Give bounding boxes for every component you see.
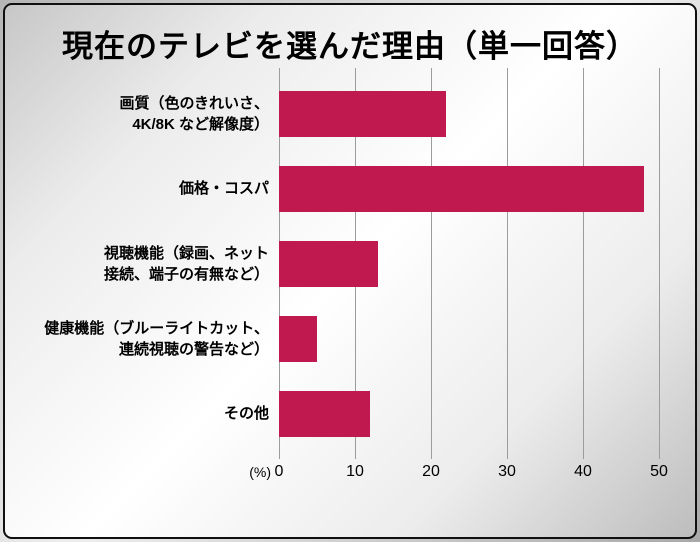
bar-1 (279, 165, 644, 212)
x-tick-label: 20 (422, 463, 440, 480)
chart-panel: 現在のテレビを選んだ理由（単一回答） 画質（色のきれいさ、 4K/8K など解像… (3, 3, 697, 539)
chart-row: 価格・コスパ (11, 151, 659, 226)
x-tick-label: 40 (574, 463, 592, 480)
bar-track (279, 226, 659, 301)
gridline (507, 68, 508, 459)
bar-0 (279, 90, 447, 137)
chart-row: その他 (11, 376, 659, 451)
bar-chart: 画質（色のきれいさ、 4K/8K など解像度） 価格・コスパ視聴機能（録画、ネット… (5, 68, 695, 487)
x-axis: 0 10 20 30 40 50 (%) (249, 463, 668, 487)
category-label: その他 (223, 405, 269, 422)
x-tick-label: 30 (498, 463, 516, 480)
bar-track (279, 151, 659, 226)
chart-title: 現在のテレビを選んだ理由（単一回答） (62, 29, 638, 64)
category-label: 価格・コスパ (178, 180, 269, 197)
bar-4 (279, 390, 371, 437)
bar-track (279, 76, 659, 151)
chart-rows: 画質（色のきれいさ、 4K/8K など解像度） 価格・コスパ視聴機能（録画、ネット… (11, 68, 660, 459)
x-axis-unit-label: (%) (249, 464, 271, 480)
x-tick-label: 50 (650, 463, 668, 480)
category-label: 視聴機能（録画、ネット 接続、端子の有無など） (103, 244, 269, 283)
bar-2 (279, 240, 378, 287)
chart-row: 画質（色のきれいさ、 4K/8K など解像度） (11, 76, 659, 151)
bar-3 (279, 315, 317, 362)
gridline (659, 68, 660, 459)
gridline (431, 68, 432, 459)
gridline (583, 68, 584, 459)
x-tick-label: 10 (346, 463, 364, 480)
x-tick-label: 0 (274, 463, 284, 480)
bar-track (279, 376, 659, 451)
category-label: 健康機能（ブルーライトカット、 連続視聴の警告など） (44, 319, 269, 358)
chart-row: 視聴機能（録画、ネット 接続、端子の有無など） (11, 226, 659, 301)
chart-row: 健康機能（ブルーライトカット、 連続視聴の警告など） (11, 301, 659, 376)
category-label: 画質（色のきれいさ、 4K/8K など解像度） (119, 94, 269, 133)
bar-track (279, 301, 659, 376)
